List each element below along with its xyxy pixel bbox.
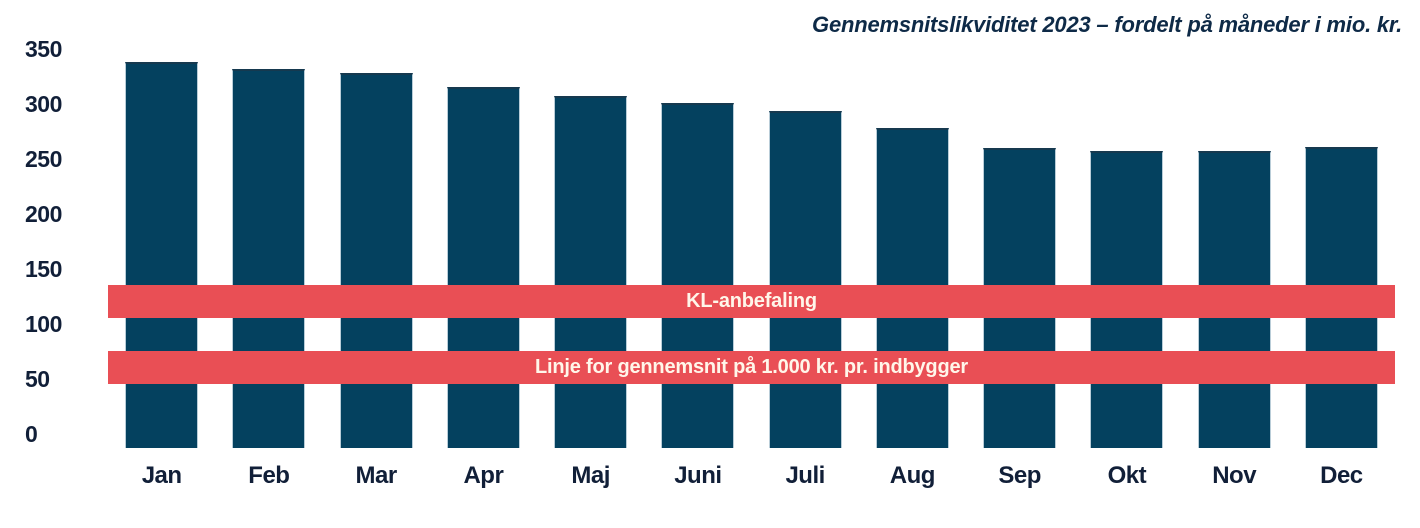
y-tick-label-0: 0 bbox=[25, 421, 38, 447]
x-label-juli: Juli bbox=[785, 462, 825, 489]
reference-band-2: Linje for gennemsnit på 1.000 kr. pr. in… bbox=[108, 351, 1395, 385]
bar-juni bbox=[661, 102, 735, 448]
y-tick-label-300: 300 bbox=[25, 91, 62, 117]
y-tick-label-50: 50 bbox=[25, 366, 50, 392]
y-tick-label-250: 250 bbox=[25, 146, 62, 172]
bar-juli bbox=[768, 111, 842, 448]
x-label-maj: Maj bbox=[571, 462, 610, 489]
reference-band-label-2: Linje for gennemsnit på 1.000 kr. pr. in… bbox=[535, 356, 968, 379]
y-tick-label-150: 150 bbox=[25, 256, 62, 282]
bar-mar bbox=[339, 72, 413, 448]
x-label-okt: Okt bbox=[1107, 462, 1147, 489]
x-label-juni: Juni bbox=[674, 462, 722, 489]
x-label-sep: Sep bbox=[998, 462, 1041, 489]
x-label-nov: Nov bbox=[1212, 462, 1257, 489]
x-label-feb: Feb bbox=[248, 462, 290, 489]
chart-title: Gennemsnitslikviditet 2023 – fordelt på … bbox=[812, 12, 1402, 37]
reference-band-1: KL-anbefaling bbox=[108, 285, 1395, 319]
y-tick-label-200: 200 bbox=[25, 201, 62, 227]
bar-jan bbox=[125, 61, 199, 448]
reference-band-label-1: KL-anbefaling bbox=[686, 290, 817, 313]
bar-apr bbox=[446, 87, 520, 448]
x-label-jan: Jan bbox=[141, 462, 182, 489]
x-label-aug: Aug bbox=[889, 462, 936, 489]
y-tick-label-100: 100 bbox=[25, 311, 62, 337]
x-label-dec: Dec bbox=[1320, 462, 1363, 489]
bar-maj bbox=[554, 96, 628, 448]
x-label-mar: Mar bbox=[355, 462, 398, 489]
y-tick-label-350: 350 bbox=[25, 36, 62, 62]
bar-feb bbox=[232, 68, 306, 448]
x-label-apr: Apr bbox=[463, 462, 504, 489]
